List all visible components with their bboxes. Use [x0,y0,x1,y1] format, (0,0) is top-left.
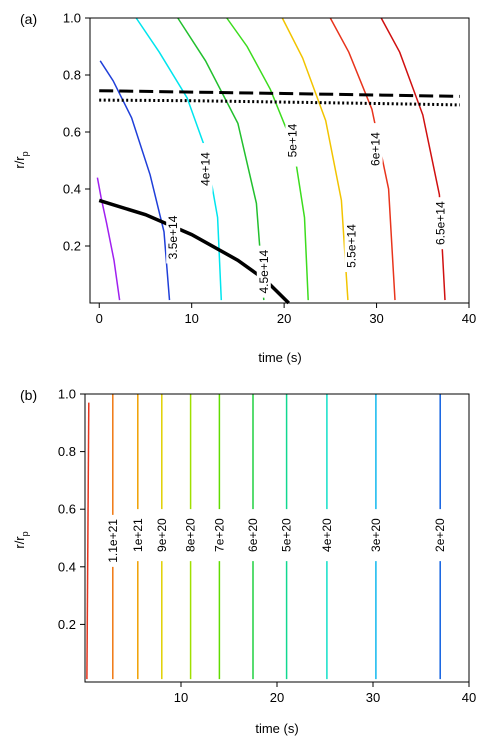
axis-ticks-b: 10 20 30 40 0.2 0.4 0.6 0.8 1.0 [58,387,476,706]
contour-line-a-7 [380,17,446,301]
y-tick-label-b-4: 1.0 [58,387,76,402]
contour-labels-a: 3.5e+14 4e+14 4.5e+14 5e+14 5.5e+14 6e+14 6.5e… [166,114,448,298]
panel-label-b: (b) [20,387,37,403]
contour-labels-b: 1.1e+21 1e+21 9e+20 8e+20 7e+20 6e+20 5e+20 4e+… [105,509,448,567]
x-axis-label-b: time (s) [255,721,298,736]
contour-label-b-1: 1.1e+21 [106,519,120,563]
contour-label-bg-a-4 [285,114,300,167]
y-tick-label-b-2: 0.6 [58,502,76,517]
x-tick-label-b-2: 30 [366,690,380,705]
x-tick-label-a-3: 30 [369,311,383,326]
panel-a: (a) 0 10 20 30 40 0.2 0.4 0.6 0.8 1.0 3.5e+14 4e+1… [12,11,476,366]
contour-label-bg-a-3 [256,245,271,298]
y-tick-label-a-3: 0.8 [63,68,81,83]
y-tick-label-b-0: 0.2 [58,617,76,632]
contour-label-bg-b-9 [368,509,383,562]
contour-label-bg-b-10 [433,509,448,562]
contour-label-bg-b-6 [246,509,260,562]
svg-text:r/rp: r/rp [12,531,30,548]
contour-label-bg-b-8 [319,509,334,562]
y-tick-label-a-1: 0.4 [63,182,81,197]
contour-label-bg-b-5 [212,509,227,562]
contour-label-b-3: 9e+20 [155,518,169,552]
contour-label-a-2: 4e+14 [199,152,213,186]
contour-label-bg-a-1 [166,211,181,264]
contour-label-bg-b-4 [183,509,198,562]
overlay-line-dashed-a [99,89,460,98]
contour-label-b-9: 3e+20 [369,518,383,552]
contour-line-a-2 [135,17,223,301]
overlay-line-dotted-a [99,98,460,107]
contour-label-a-3: 4.5e+14 [257,249,271,293]
contour-label-bg-b-7 [279,509,294,562]
contour-label-bg-a-5 [344,220,359,272]
contour-label-b-10: 2e+20 [433,518,447,552]
contour-label-bg-a-6 [368,123,383,176]
contour-label-b-7: 5e+20 [280,518,294,552]
x-axis-label-a: time (s) [258,350,301,365]
y-axis-label-a: r/rp [12,151,30,168]
contour-label-bg-b-2 [130,509,145,562]
plot-frame-a [89,17,470,304]
plot-area-a [96,17,460,305]
contour-line-a-4 [226,17,309,301]
x-tick-label-a-0: 0 [96,311,103,326]
y-axis-label-a-main: r/r [12,156,27,169]
contour-label-a-7: 6.5e+14 [433,201,447,245]
x-tick-label-b-1: 20 [270,690,284,705]
contour-label-a-4: 5e+14 [285,123,299,157]
contour-label-bg-a-7 [433,197,448,250]
contour-label-b-4: 8e+20 [184,518,198,552]
y-tick-label-a-2: 0.6 [63,125,81,140]
y-tick-label-a-0: 0.2 [63,239,81,254]
y-axis-label-a-sub: p [20,151,30,156]
y-tick-label-b-1: 0.4 [58,559,76,574]
y-tick-label-a-4: 1.0 [63,11,81,26]
x-tick-label-a-2: 20 [277,311,291,326]
x-tick-label-b-3: 40 [462,690,476,705]
contour-line-a-1 [99,60,171,301]
contour-line-a-6 [329,17,396,301]
panel-b: (b) 10 20 30 40 0.2 0.4 0.6 0.8 1.0 1.1e+21 1e+21… [12,387,476,737]
contour-label-b-6: 6e+20 [246,518,260,552]
y-axis-label-b-main: r/r [12,536,27,549]
axis-ticks-a: 0 10 20 30 40 0.2 0.4 0.6 0.8 1.0 [63,11,476,327]
panel-label-a: (a) [20,11,37,27]
contour-line-a-5 [281,17,349,301]
contour-label-a-6: 6e+14 [369,132,383,166]
contour-line-a-0 [96,177,121,301]
svg-text:r/rp: r/rp [12,151,30,168]
contour-line-a-3 [177,17,265,301]
contour-label-b-2: 1e+21 [131,518,145,552]
contour-label-bg-b-1 [105,514,120,567]
y-axis-label-b: r/rp [12,531,30,548]
contour-label-b-8: 4e+20 [320,518,334,552]
contour-label-bg-b-3 [154,509,169,562]
x-tick-label-a-4: 40 [462,311,476,326]
x-tick-label-b-0: 10 [174,690,188,705]
y-axis-label-b-sub: p [20,531,30,536]
contour-label-bg-a-2 [198,143,213,196]
contour-label-a-5: 5.5e+14 [345,224,359,268]
y-tick-label-b-3: 0.8 [58,444,76,459]
x-tick-label-a-1: 10 [184,311,198,326]
contour-line-b-0 [86,402,90,680]
contour-label-b-5: 7e+20 [212,518,226,552]
contour-label-a-1: 3.5e+14 [166,215,180,259]
